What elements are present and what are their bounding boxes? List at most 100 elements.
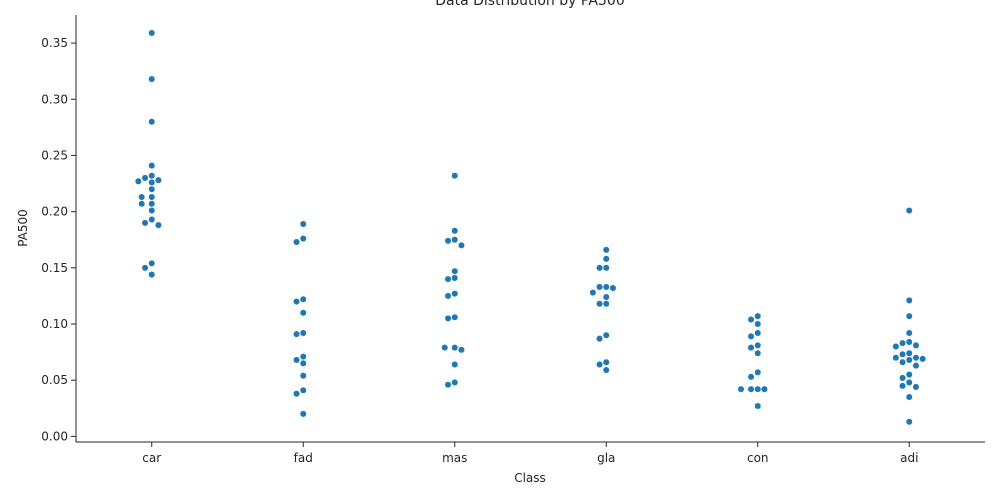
data-point-mas	[451, 274, 459, 282]
data-point-con	[737, 385, 745, 393]
data-point-mas	[444, 381, 452, 389]
y-tick-label: 0.05	[41, 373, 68, 387]
data-point-con	[754, 341, 762, 349]
data-point-mas	[458, 241, 465, 249]
data-point-gla	[602, 366, 610, 374]
data-point-fad	[299, 295, 307, 303]
data-point-gla	[602, 255, 610, 263]
x-axis-label: Class	[514, 471, 546, 485]
data-point-car	[141, 219, 149, 227]
data-point-adi	[912, 362, 920, 369]
data-point-adi	[919, 355, 927, 363]
data-point-adi	[905, 312, 913, 320]
data-point-mas	[451, 267, 459, 275]
data-point-car	[148, 271, 156, 278]
data-point-car	[148, 118, 156, 126]
data-point-mas	[444, 292, 452, 300]
data-point-car	[148, 200, 156, 208]
data-point-gla	[596, 264, 603, 272]
data-point-adi	[905, 297, 913, 304]
data-point-fad	[299, 353, 307, 360]
data-point-con	[747, 344, 755, 352]
data-point-car	[148, 259, 156, 267]
data-point-con	[747, 373, 755, 381]
data-point-car	[138, 200, 146, 208]
data-point-adi	[905, 356, 913, 364]
data-point-fad	[299, 220, 307, 228]
data-point-con	[747, 332, 755, 340]
data-point-fad	[293, 238, 300, 246]
y-tick-label: 0.00	[41, 429, 68, 443]
data-point-mas	[444, 237, 452, 245]
data-point-gla	[602, 331, 610, 339]
data-point-con	[754, 402, 762, 410]
data-point-fad	[299, 386, 307, 394]
data-point-car	[148, 216, 156, 223]
data-point-con	[754, 368, 762, 376]
data-point-mas	[451, 361, 459, 368]
data-point-gla	[602, 293, 610, 301]
chart-title: Data Distribution by PA500	[435, 0, 624, 9]
data-point-fad	[299, 359, 307, 367]
data-point-adi	[899, 339, 906, 347]
data-point-mas	[451, 227, 459, 235]
y-tick-label: 0.25	[41, 148, 68, 162]
data-point-car	[155, 176, 162, 184]
data-point-mas	[458, 346, 465, 354]
data-point-gla	[602, 264, 610, 272]
x-tick-label-fad: fad	[294, 451, 313, 465]
x-axis-ticks: car fad mas gla con adi	[142, 442, 918, 465]
data-point-car	[148, 162, 156, 169]
data-point-adi	[905, 393, 913, 401]
data-point-fad	[293, 330, 300, 338]
data-point-fad	[299, 410, 307, 418]
data-point-gla	[596, 300, 603, 308]
data-point-adi	[899, 382, 906, 390]
data-point-gla	[609, 284, 617, 292]
data-point-mas	[441, 344, 449, 352]
x-tick-label-mas: mas	[442, 451, 467, 465]
x-tick-label-car: car	[142, 451, 161, 465]
data-point-gla	[589, 289, 597, 296]
data-point-mas	[451, 313, 459, 321]
data-point-car	[141, 174, 149, 182]
x-tick-label-gla: gla	[597, 451, 615, 465]
data-point-gla	[602, 283, 610, 291]
x-tick-label-adi: adi	[900, 451, 918, 465]
data-point-fad	[299, 329, 307, 337]
data-point-mas	[444, 275, 452, 283]
data-point-con	[747, 385, 755, 393]
y-tick-label: 0.20	[41, 205, 68, 219]
data-point-gla	[602, 300, 610, 308]
data-point-mas	[451, 290, 459, 298]
data-point-car	[148, 185, 156, 193]
data-point-fad	[293, 298, 300, 305]
data-point-adi	[899, 374, 906, 382]
y-tick-label: 0.30	[41, 92, 68, 106]
data-point-car	[141, 264, 149, 272]
data-point-car	[148, 207, 156, 214]
data-point-mas	[451, 172, 459, 180]
data-point-car	[155, 221, 162, 229]
data-point-adi	[905, 207, 913, 214]
data-point-fad	[299, 372, 307, 380]
data-point-adi	[905, 418, 913, 426]
data-point-gla	[602, 358, 610, 366]
data-point-mas	[451, 236, 459, 244]
data-point-mas	[451, 344, 459, 352]
data-point-car	[148, 75, 156, 83]
data-point-adi	[905, 371, 913, 378]
data-point-fad	[299, 235, 307, 243]
data-point-mas	[444, 314, 452, 322]
data-point-car	[148, 29, 156, 37]
y-axis-ticks: 0.00 0.05 0.10 0.15 0.20 0.25 0.30 0.35	[41, 36, 76, 443]
data-point-adi	[899, 358, 906, 366]
y-tick-label: 0.10	[41, 317, 68, 331]
data-point-adi	[905, 379, 913, 386]
data-point-car	[148, 172, 156, 180]
y-tick-label: 0.15	[41, 261, 68, 275]
data-point-car	[148, 179, 156, 186]
x-tick-label-con: con	[747, 451, 769, 465]
data-point-con	[754, 329, 762, 337]
